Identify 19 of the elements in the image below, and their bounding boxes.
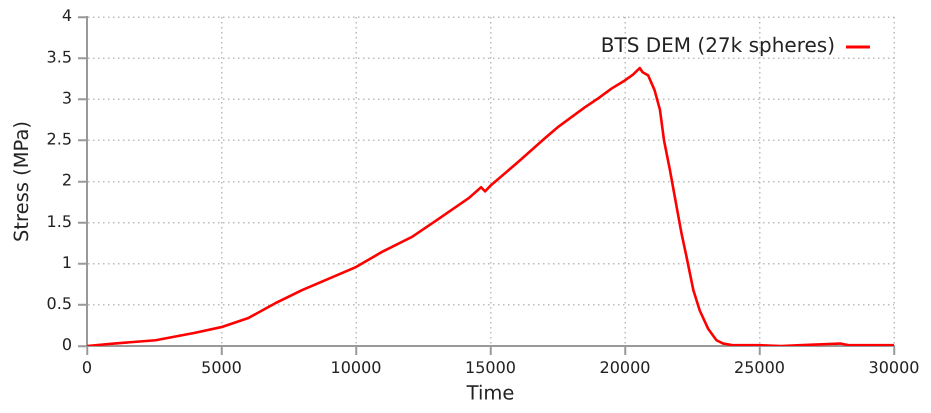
x-tick-label: 10000 xyxy=(330,358,382,377)
y-tick-label: 2.5 xyxy=(46,130,72,149)
y-tick-label: 0 xyxy=(62,335,72,354)
y-tick-label: 4 xyxy=(62,6,72,26)
x-tick-label: 15000 xyxy=(465,358,516,377)
y-axis-title: Stress (MPa) xyxy=(10,121,33,242)
x-axis-title: Time xyxy=(466,381,514,404)
x-tick-label: 0 xyxy=(82,358,92,377)
x-tick-label: 25000 xyxy=(734,358,785,377)
y-tick-label: 2 xyxy=(62,170,72,190)
legend-label: BTS DEM (27k spheres) xyxy=(600,33,836,58)
y-tick-label: 1.5 xyxy=(46,212,72,231)
y-tick-label: 3 xyxy=(62,88,72,108)
y-tick-label: 1 xyxy=(62,252,72,272)
x-tick-label: 30000 xyxy=(868,358,920,377)
x-tick-label: 5000 xyxy=(201,358,242,377)
x-tick-label: 20000 xyxy=(600,358,650,377)
y-tick-label: 3.5 xyxy=(46,47,72,66)
y-tick-label: 0.5 xyxy=(46,294,72,314)
